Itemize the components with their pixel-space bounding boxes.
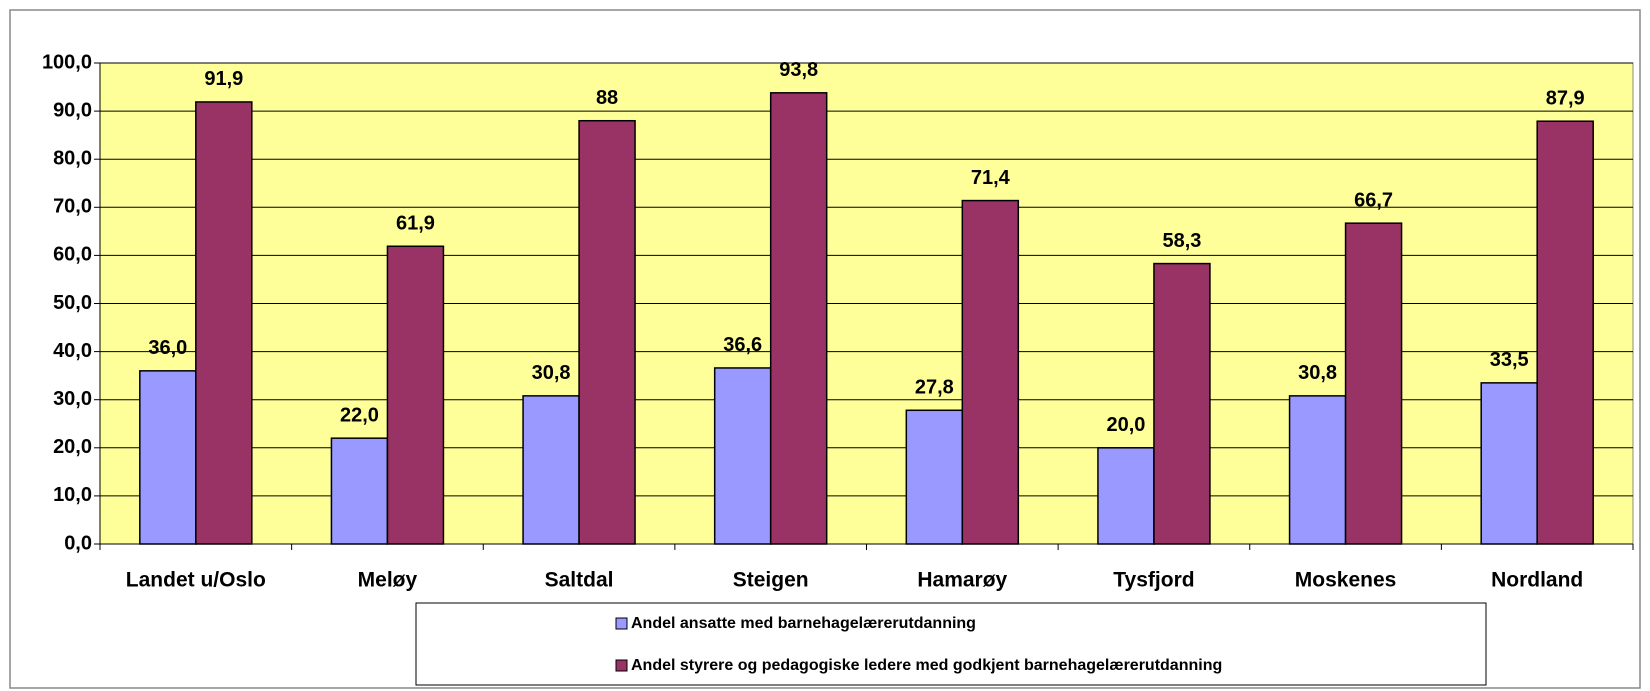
legend-label: Andel styrere og pedagogiske ledere med … bbox=[631, 657, 1222, 674]
bar bbox=[386, 245, 445, 545]
bar bbox=[330, 437, 389, 545]
legend-swatch bbox=[615, 617, 628, 630]
bar bbox=[195, 101, 253, 545]
value-label: 27,8 bbox=[915, 377, 954, 399]
x-tick-label: Meløy bbox=[358, 569, 418, 592]
bar bbox=[578, 119, 636, 545]
value-label: 58,3 bbox=[1162, 230, 1201, 252]
bar bbox=[139, 370, 197, 545]
x-tick-label: Landet u/Oslo bbox=[126, 569, 266, 592]
bar bbox=[1536, 120, 1594, 545]
value-label: 36,0 bbox=[148, 337, 187, 359]
y-tick-label: 100,0 bbox=[42, 51, 92, 73]
y-tick-label: 20,0 bbox=[53, 436, 92, 458]
y-tick-label: 0,0 bbox=[64, 532, 92, 554]
bar bbox=[1097, 447, 1155, 545]
y-tick-label: 40,0 bbox=[53, 340, 92, 362]
value-label: 33,5 bbox=[1490, 349, 1529, 371]
bar bbox=[1153, 262, 1211, 545]
y-tick-label: 30,0 bbox=[53, 388, 92, 410]
value-label: 30,8 bbox=[532, 362, 571, 384]
y-tick-label: 60,0 bbox=[53, 244, 92, 266]
bar bbox=[713, 367, 772, 545]
value-label: 22,0 bbox=[340, 404, 379, 426]
x-tick-label: Hamarøy bbox=[917, 569, 1007, 592]
y-tick-label: 90,0 bbox=[53, 99, 92, 121]
value-label: 61,9 bbox=[396, 213, 435, 235]
legend-label: Andel ansatte med barnehagelærerutdannin… bbox=[631, 615, 976, 632]
x-tick-label: Steigen bbox=[733, 569, 809, 592]
x-tick-label: Nordland bbox=[1491, 569, 1583, 592]
bar bbox=[905, 409, 964, 545]
bar bbox=[961, 199, 1020, 545]
bar bbox=[1288, 395, 1347, 545]
legend-swatch bbox=[615, 659, 628, 672]
bar bbox=[1344, 222, 1403, 545]
value-label: 88 bbox=[596, 87, 618, 109]
value-label: 71,4 bbox=[971, 167, 1011, 189]
value-label: 93,8 bbox=[779, 59, 818, 81]
legend-box bbox=[415, 602, 1487, 686]
x-tick-label: Saltdal bbox=[545, 569, 614, 592]
y-tick-label: 50,0 bbox=[53, 292, 92, 314]
value-label: 20,0 bbox=[1106, 414, 1145, 436]
bar bbox=[522, 395, 580, 545]
x-tick-label: Moskenes bbox=[1295, 569, 1397, 592]
value-label: 87,9 bbox=[1546, 87, 1585, 109]
value-label: 36,6 bbox=[723, 334, 762, 356]
value-label: 66,7 bbox=[1354, 189, 1393, 211]
y-tick-label: 70,0 bbox=[53, 196, 92, 218]
y-tick-label: 10,0 bbox=[53, 484, 92, 506]
bar bbox=[1480, 382, 1538, 545]
value-label: 30,8 bbox=[1298, 362, 1337, 384]
bar bbox=[769, 92, 828, 545]
value-label: 91,9 bbox=[204, 68, 243, 90]
y-tick-label: 80,0 bbox=[53, 147, 92, 169]
x-tick-label: Tysfjord bbox=[1113, 569, 1194, 592]
